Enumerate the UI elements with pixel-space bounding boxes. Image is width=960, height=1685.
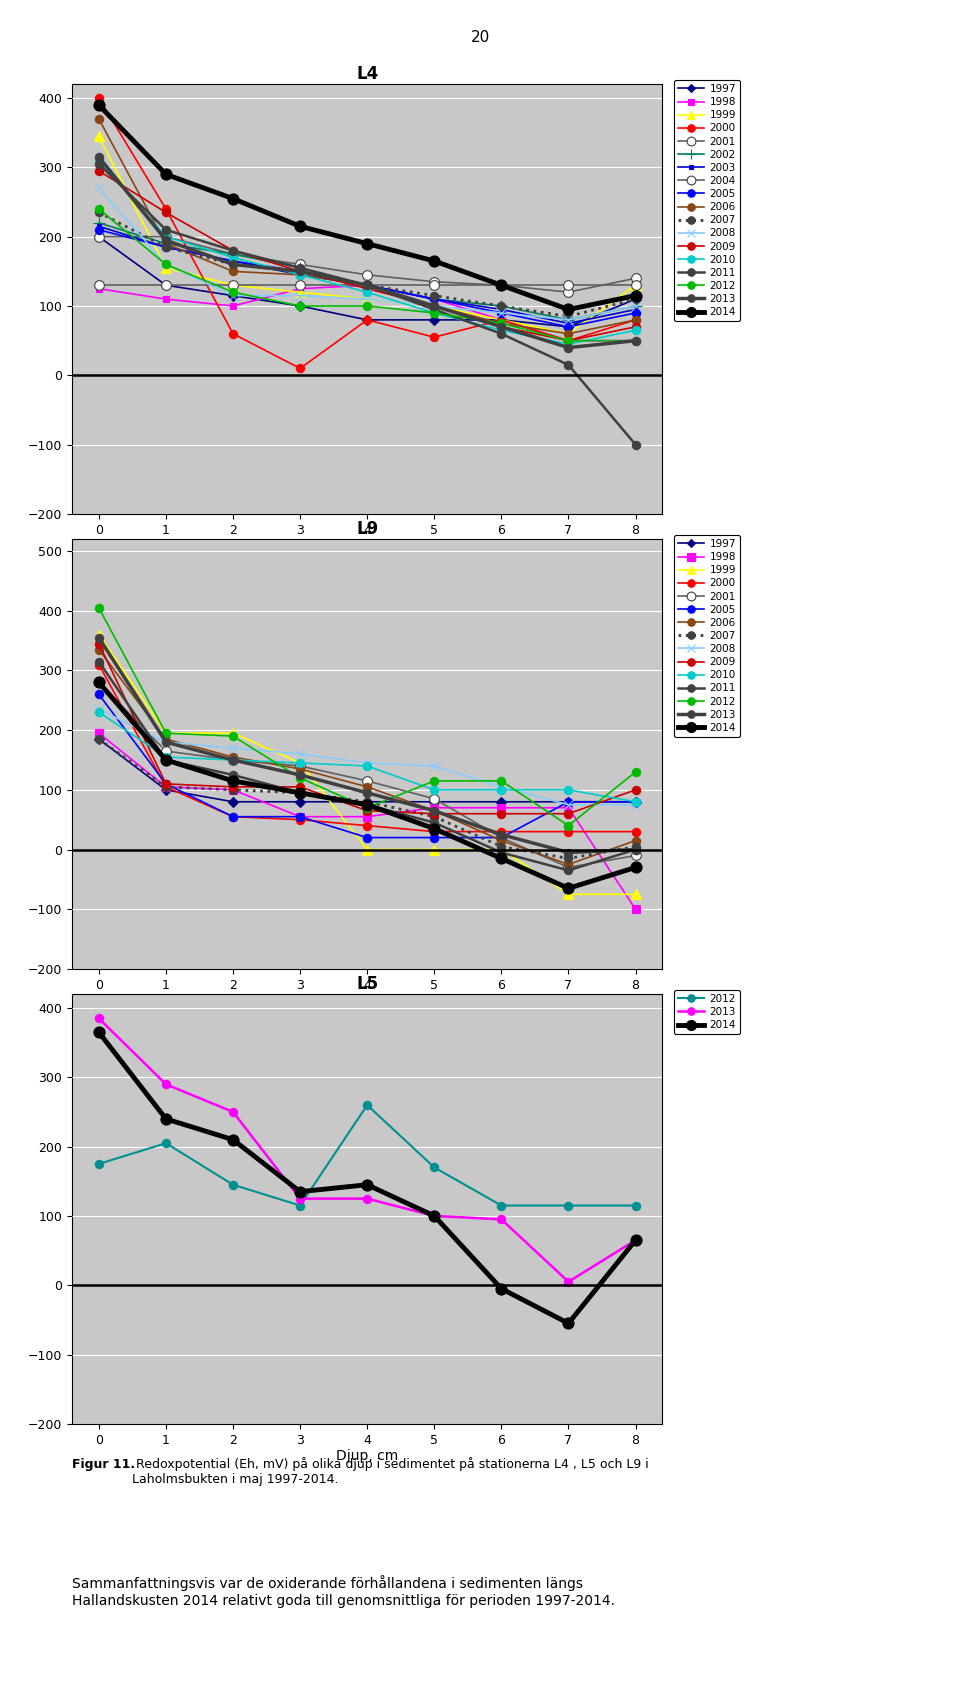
Title: L5: L5 <box>356 974 378 992</box>
Text: 20: 20 <box>470 30 490 45</box>
Title: L4: L4 <box>356 64 378 83</box>
Text: Sammanfattningsvis var de oxiderande förhållandena i sedimenten längs
Hallandsku: Sammanfattningsvis var de oxiderande för… <box>72 1575 615 1607</box>
Legend: 2012, 2013, 2014: 2012, 2013, 2014 <box>674 989 740 1035</box>
Text: Figur 11.: Figur 11. <box>72 1458 135 1471</box>
Legend: 1997, 1998, 1999, 2000, 2001, 2002, 2003, 2004, 2005, 2006, 2007, 2008, 2009, 20: 1997, 1998, 1999, 2000, 2001, 2002, 2003… <box>674 79 740 322</box>
X-axis label: Djup, cm: Djup, cm <box>336 1449 398 1463</box>
X-axis label: Djup, cm: Djup, cm <box>336 539 398 553</box>
Legend: 1997, 1998, 1999, 2000, 2001, 2005, 2006, 2007, 2008, 2009, 2010, 2011, 2012, 20: 1997, 1998, 1999, 2000, 2001, 2005, 2006… <box>674 534 740 736</box>
Text: Redoxpotential (Eh, mV) på olika djup i sedimentet på stationerna L4 , L5 och L9: Redoxpotential (Eh, mV) på olika djup i … <box>132 1458 648 1486</box>
X-axis label: Djup, cm: Djup, cm <box>336 994 398 1008</box>
Title: L9: L9 <box>356 519 378 538</box>
